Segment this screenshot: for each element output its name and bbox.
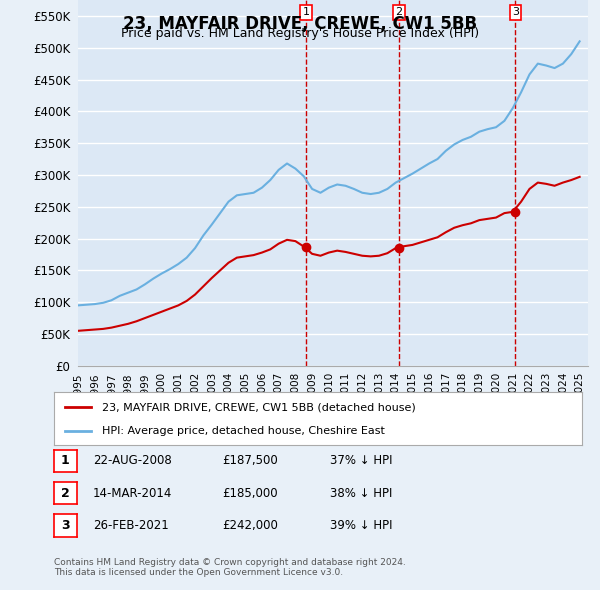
Text: 1: 1 [61, 454, 70, 467]
Text: 26-FEB-2021: 26-FEB-2021 [93, 519, 169, 532]
Text: Price paid vs. HM Land Registry's House Price Index (HPI): Price paid vs. HM Land Registry's House … [121, 27, 479, 40]
Text: 39% ↓ HPI: 39% ↓ HPI [330, 519, 392, 532]
Text: £242,000: £242,000 [222, 519, 278, 532]
Text: 14-MAR-2014: 14-MAR-2014 [93, 487, 172, 500]
Text: 3: 3 [61, 519, 70, 532]
Text: 2: 2 [395, 7, 403, 17]
Text: HPI: Average price, detached house, Cheshire East: HPI: Average price, detached house, Ches… [101, 425, 385, 435]
Text: 38% ↓ HPI: 38% ↓ HPI [330, 487, 392, 500]
Text: 3: 3 [512, 7, 519, 17]
Text: 22-AUG-2008: 22-AUG-2008 [93, 454, 172, 467]
Text: 1: 1 [302, 7, 310, 17]
Text: 2: 2 [61, 487, 70, 500]
Text: 23, MAYFAIR DRIVE, CREWE, CW1 5BB: 23, MAYFAIR DRIVE, CREWE, CW1 5BB [123, 15, 477, 33]
Text: 37% ↓ HPI: 37% ↓ HPI [330, 454, 392, 467]
Text: £185,000: £185,000 [222, 487, 278, 500]
Text: 23, MAYFAIR DRIVE, CREWE, CW1 5BB (detached house): 23, MAYFAIR DRIVE, CREWE, CW1 5BB (detac… [101, 402, 415, 412]
Text: £187,500: £187,500 [222, 454, 278, 467]
Text: Contains HM Land Registry data © Crown copyright and database right 2024.
This d: Contains HM Land Registry data © Crown c… [54, 558, 406, 577]
